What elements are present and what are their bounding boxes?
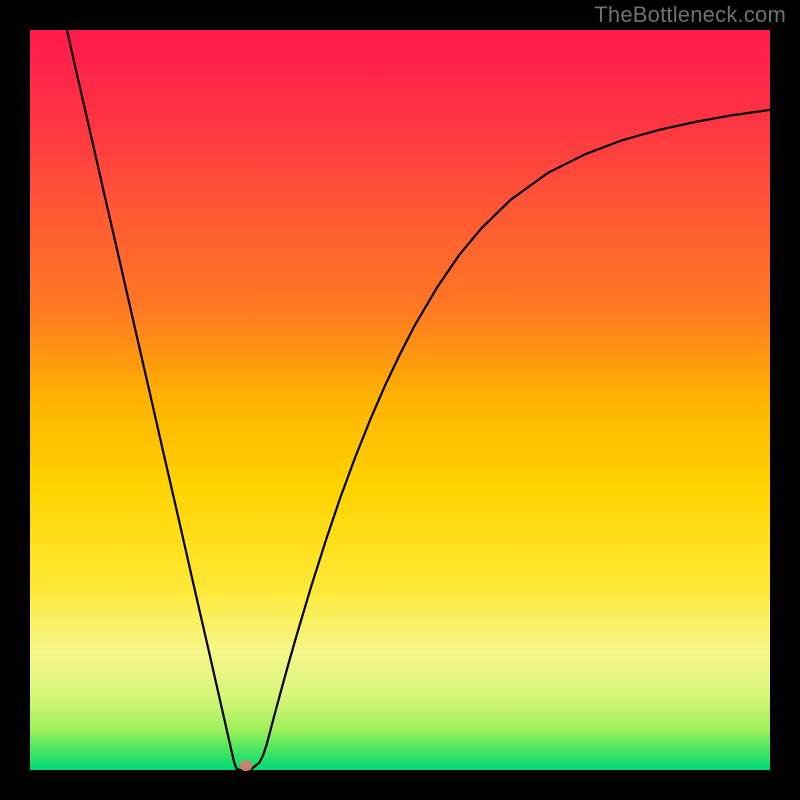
bottleneck-curve-chart [0,0,800,800]
chart-container: TheBottleneck.com [0,0,800,800]
optimum-marker [240,760,253,771]
plot-background-gradient [30,30,770,770]
